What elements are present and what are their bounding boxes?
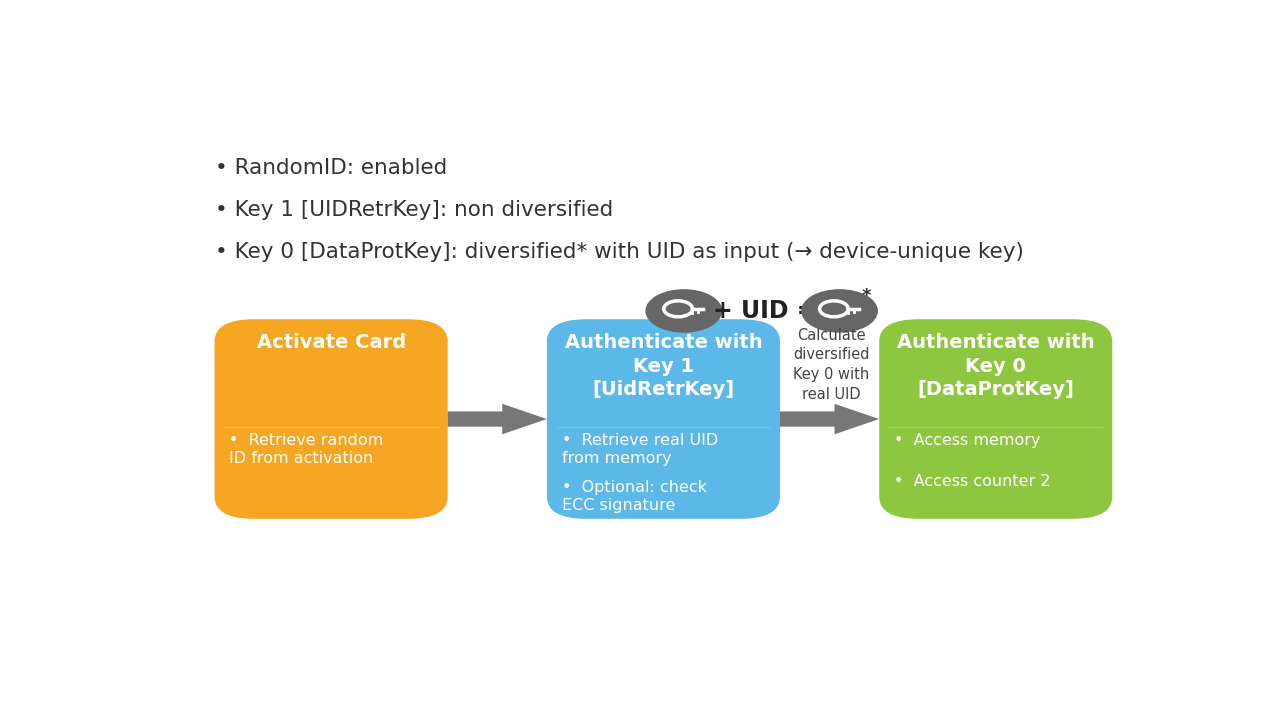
Circle shape — [646, 290, 722, 332]
Circle shape — [801, 290, 877, 332]
Text: Calculate
diversified
Key 0 with
real UID: Calculate diversified Key 0 with real UI… — [794, 328, 870, 402]
Polygon shape — [448, 404, 547, 434]
Text: •  Retrieve random
ID from activation: • Retrieve random ID from activation — [229, 433, 384, 466]
Text: Authenticate with
Key 0
[DataProtKey]: Authenticate with Key 0 [DataProtKey] — [897, 333, 1094, 399]
FancyBboxPatch shape — [547, 319, 780, 519]
Text: • RandomID: enabled: • RandomID: enabled — [215, 158, 447, 179]
Text: + UID =: + UID = — [713, 299, 817, 323]
Text: •  Retrieve real UID
from memory: • Retrieve real UID from memory — [562, 433, 718, 466]
Text: • Key 1 [UIDRetrKey]: non diversified: • Key 1 [UIDRetrKey]: non diversified — [215, 200, 613, 220]
FancyBboxPatch shape — [215, 319, 448, 519]
Text: • Key 0 [DataProtKey]: diversified* with UID as input (→ device-unique key): • Key 0 [DataProtKey]: diversified* with… — [215, 242, 1024, 261]
Text: Activate Card: Activate Card — [256, 333, 406, 352]
Text: *: * — [861, 287, 872, 305]
Text: •  Optional: check
ECC signature: • Optional: check ECC signature — [562, 480, 707, 513]
Polygon shape — [780, 404, 879, 434]
Text: •  Access counter 2: • Access counter 2 — [895, 474, 1051, 489]
Text: Authenticate with
Key 1
[UidRetrKey]: Authenticate with Key 1 [UidRetrKey] — [564, 333, 763, 399]
FancyBboxPatch shape — [879, 319, 1112, 519]
Text: •  Access memory: • Access memory — [895, 433, 1041, 448]
